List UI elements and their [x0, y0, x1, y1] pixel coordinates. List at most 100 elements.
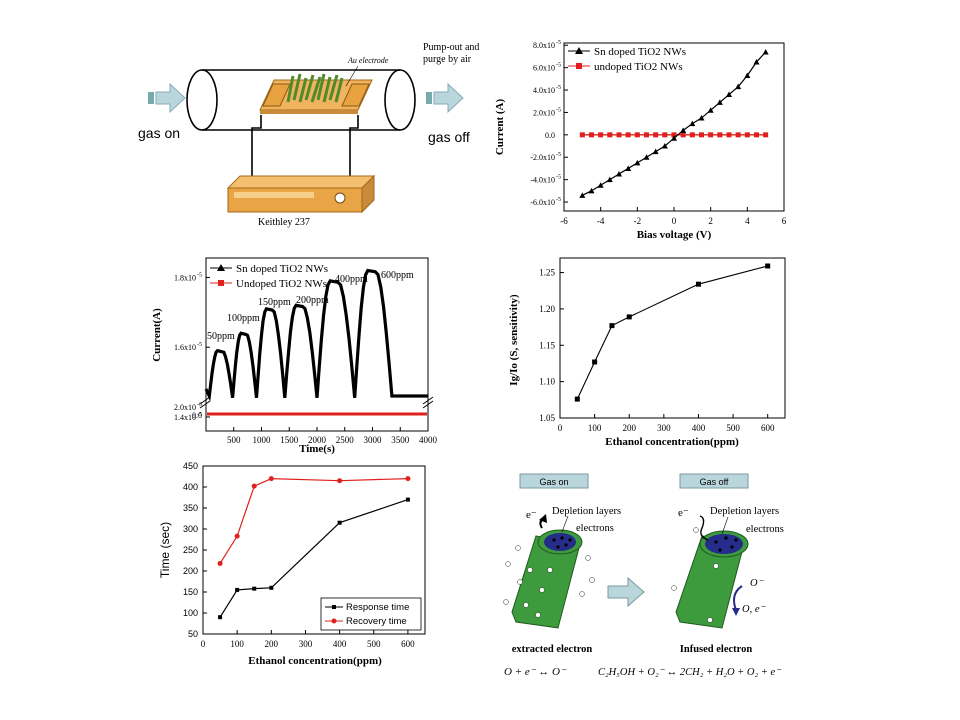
sensitivity-plot-frame: [559, 257, 786, 419]
iv-sn-point: [588, 187, 595, 194]
iv-series-sn-line: [582, 51, 767, 196]
resp-ytick-label: 0.0: [192, 411, 202, 420]
iv-sn-point: [634, 159, 641, 166]
iv-undoped-point: [616, 132, 622, 138]
resp-xtick-label: 3000: [364, 435, 383, 445]
iv-xtick-label: -4: [597, 216, 605, 226]
time-response-point: [218, 615, 223, 620]
sensitivity-chart: 0 100 200 300 400 500 6001.051.101.151.201.25 …: [508, 257, 786, 448]
iv-undoped-point: [625, 132, 631, 138]
time-xtick-label: 500: [367, 639, 381, 649]
resp-ytick-label: 1.4x10: [174, 413, 196, 422]
tube-right-end: [384, 69, 416, 131]
iv-xtick-label: 4: [745, 216, 750, 226]
time-xlabel: Ethanol concentration(ppm): [248, 655, 382, 667]
electrons-right: electrons: [746, 524, 784, 535]
iv-sn-point: [689, 120, 696, 127]
setup-diagram: gas on gas off Pump-out and purge by air…: [138, 42, 479, 228]
response-ylabel: Current(A): [151, 308, 163, 362]
sens-ytick-label: 1.20: [539, 304, 555, 314]
iv-undoped-point: [754, 132, 759, 138]
iv-sn-point: [671, 135, 677, 141]
time-recovery-point: [234, 533, 240, 539]
iv-sn-point: [680, 127, 687, 133]
depletion-left: Depletion layers: [552, 506, 621, 517]
gas-in-arrow-icon: [148, 82, 186, 114]
time-chart: 0 100 200 300 400 500 600 50 100 150 200 250 300 350 4…: [158, 461, 426, 667]
resp-ytick-exponent: -6: [197, 402, 202, 408]
iv-ytick-label: 2.0x10: [533, 108, 555, 117]
time-response-point: [252, 586, 257, 591]
time-recovery-line: [219, 477, 408, 564]
time-ytick-label: 150: [183, 587, 198, 597]
gas-off-bar: [679, 473, 749, 489]
time-ytick-label: 300: [183, 524, 198, 534]
iv-ytick-exponent: -5: [556, 152, 561, 158]
time-recovery-point: [268, 476, 274, 482]
iv-ytick-exponent: -5: [556, 40, 561, 46]
resp-ytick-label: 2.0x10: [174, 403, 196, 412]
iv-ylabel: Current (A): [494, 99, 506, 156]
ann-400ppm: 400ppm: [335, 274, 368, 285]
iv-undoped-point: [644, 132, 649, 138]
time-ytick-label: 350: [183, 503, 198, 513]
resp-ytick-label: 1.6x10: [174, 343, 196, 352]
iv-ytick-label: 4.0x10: [533, 86, 555, 95]
iv-sn-point: [762, 48, 769, 55]
sens-ytick-label: 1.10: [539, 377, 555, 387]
iv-sn-point: [726, 91, 732, 98]
resp-xtick-label: 2500: [336, 435, 355, 445]
iv-xlabel: Bias voltage (V): [637, 229, 712, 241]
iv-legend: Sn doped TiO2 NWs undoped TiO2 NWs: [568, 46, 686, 73]
nanowire-left: [503, 529, 595, 629]
sens-ytick-label: 1.05: [539, 413, 555, 423]
response-xlabel: Time(s): [299, 443, 335, 455]
equation-left: O + e⁻ ↔ O⁻: [504, 666, 567, 678]
iv-sn-point: [606, 176, 613, 183]
gas-out-arrow-icon: [426, 82, 464, 114]
iv-sn-point: [625, 165, 632, 171]
sens-line: [576, 265, 768, 400]
iv-ytick-label: 6.0x10: [533, 64, 555, 73]
sens-xtick-label: 0: [558, 423, 563, 433]
iv-xtick-label: -2: [634, 216, 642, 226]
iv-undoped-point: [763, 132, 769, 138]
iv-undoped-point: [653, 132, 659, 138]
time-ytick-label: 50: [188, 629, 198, 639]
meter-label: Keithley 237: [258, 217, 310, 228]
time-response-point: [337, 520, 342, 525]
iv-undoped-point: [689, 132, 695, 138]
time-recovery-point: [405, 476, 411, 482]
sens-xtick-label: 200: [622, 423, 636, 433]
resp-ytick-label: 1.8x10: [174, 273, 196, 282]
time-xtick-label: 0: [201, 639, 206, 649]
pump-label-2: purge by air: [423, 54, 472, 65]
iv-undoped-point: [662, 132, 668, 138]
e-minus-right: e⁻: [678, 507, 689, 519]
sens-ytick-label: 1.25: [539, 268, 555, 278]
sens-xtick-label: 600: [761, 423, 775, 433]
iv-ytick-label: -4.0x10: [530, 176, 555, 185]
response-legend: Sn doped TiO2 NWs Undoped TiO2 NWs: [210, 263, 328, 290]
time-ytick-label: 400: [183, 482, 198, 492]
iv-sn-point: [698, 115, 705, 121]
time-xtick-label: 100: [230, 639, 244, 649]
iv-undoped-point: [708, 132, 714, 138]
gas-on-bar: [519, 473, 589, 489]
time-recovery-point: [251, 483, 257, 489]
time-ylabel: Time (sec): [158, 522, 172, 578]
mechanism-diagram: Gas on Gas off e⁻ Depletion layers elect…: [503, 473, 784, 678]
gas-off-label: gas off: [428, 129, 470, 145]
time-response-point: [405, 497, 410, 502]
time-response-point: [235, 587, 240, 592]
infused-caption: Infused electron: [680, 644, 753, 655]
sensor-chip: [259, 73, 373, 114]
iv-ytick-label: 8.0x10: [533, 41, 555, 50]
iv-undoped-point: [726, 132, 732, 138]
time-legend-recovery: Recovery time: [346, 616, 407, 627]
resp-xtick-label: 1000: [253, 435, 272, 445]
iv-sn-point: [616, 171, 622, 177]
iv-xtick-label: 2: [708, 216, 713, 226]
iv-ytick-label: -2.0x10: [530, 153, 555, 162]
time-legend: Response time Recovery time: [320, 597, 422, 631]
